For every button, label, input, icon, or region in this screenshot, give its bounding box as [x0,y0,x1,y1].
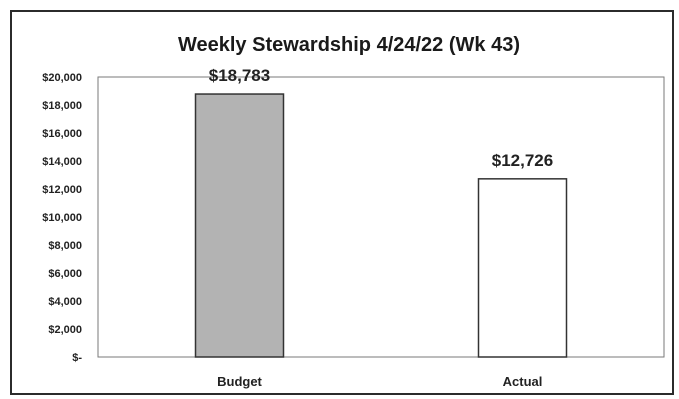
y-tick-label: $20,000 [42,72,82,84]
bar-actual [477,178,568,358]
bars [194,93,568,358]
y-tick-label: $18,000 [42,100,82,112]
plot-area [97,76,665,358]
y-axis: $- $2,000 $4,000 $6,000 $8,000 $10,000 $12,000… [42,72,82,364]
y-tick-label: $8,000 [48,240,82,252]
x-tick-label: Budget [217,374,262,389]
data-labels: $18,783 $12,726 [209,66,553,170]
y-tick-label: $2,000 [48,324,82,336]
x-tick-label: Actual [503,374,543,389]
y-tick-label: $10,000 [42,212,82,224]
chart-title: Weekly Stewardship 4/24/22 (Wk 43) [178,34,520,56]
y-tick-label: $12,000 [42,184,82,196]
y-tick-label: $14,000 [42,156,82,168]
bar-budget [194,93,285,358]
data-label: $12,726 [492,151,553,170]
y-tick-label: $4,000 [48,296,82,308]
data-label: $18,783 [209,66,270,85]
x-axis: Budget Actual [217,374,542,389]
y-tick-label: $- [72,352,82,364]
y-tick-label: $16,000 [42,128,82,140]
y-tick-label: $6,000 [48,268,82,280]
